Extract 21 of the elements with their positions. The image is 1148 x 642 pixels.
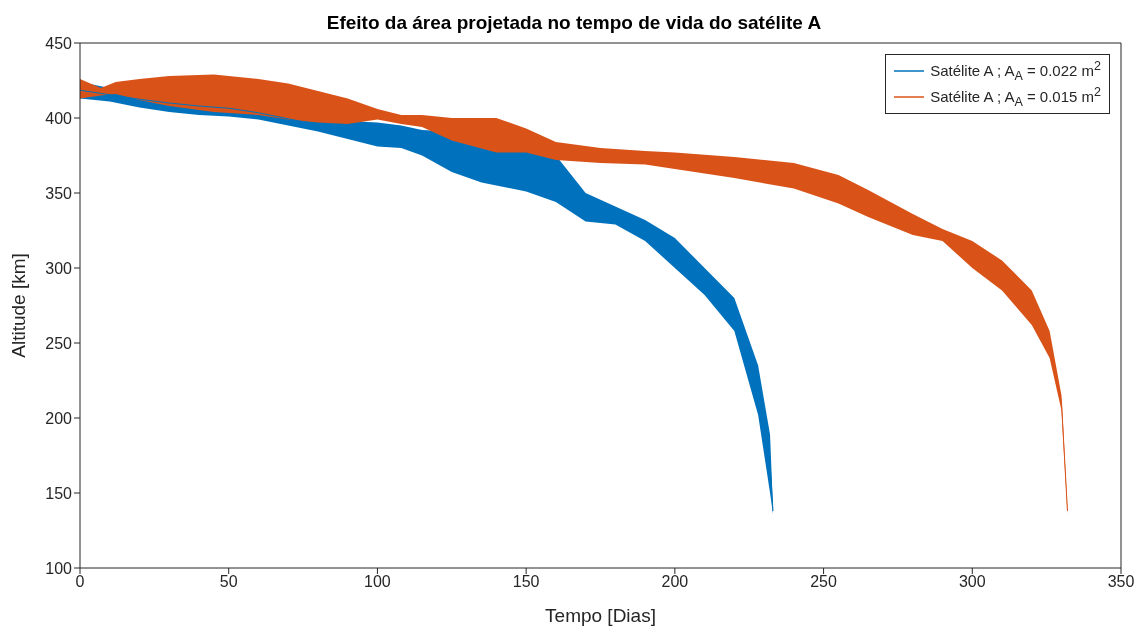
y-tick-label: 250 [45, 334, 73, 352]
x-axis-title: Tempo [Dias] [545, 605, 656, 626]
legend-label: Satélite A ; A$_{A}$ = 0.015 m$^{2}$ [930, 85, 1101, 109]
legend-label: Satélite A ; A$_{A}$ = 0.022 m$^{2}$ [930, 59, 1101, 83]
y-tick-label: 450 [45, 34, 73, 52]
x-tick-label: 200 [661, 573, 689, 591]
y-tick-label: 150 [45, 484, 73, 502]
y-tick-label: 200 [45, 409, 73, 427]
x-tick-label: 350 [1107, 573, 1135, 591]
x-tick-label: 100 [364, 573, 391, 591]
y-tick-label: 400 [45, 109, 73, 127]
x-tick-label: 0 [75, 573, 85, 591]
y-axis-title: Altitude [km] [7, 253, 29, 358]
y-tick-label: 100 [45, 559, 73, 577]
x-tick-label: 300 [958, 573, 986, 591]
x-tick-label: 150 [512, 573, 540, 591]
y-tick-label: 300 [45, 259, 73, 277]
chart-title: Efeito da área projetada no tempo de vida do satélite A [325, 12, 823, 34]
y-tick-label: 350 [45, 184, 73, 202]
x-tick-label: 50 [219, 573, 238, 591]
x-tick-label: 250 [810, 573, 838, 591]
